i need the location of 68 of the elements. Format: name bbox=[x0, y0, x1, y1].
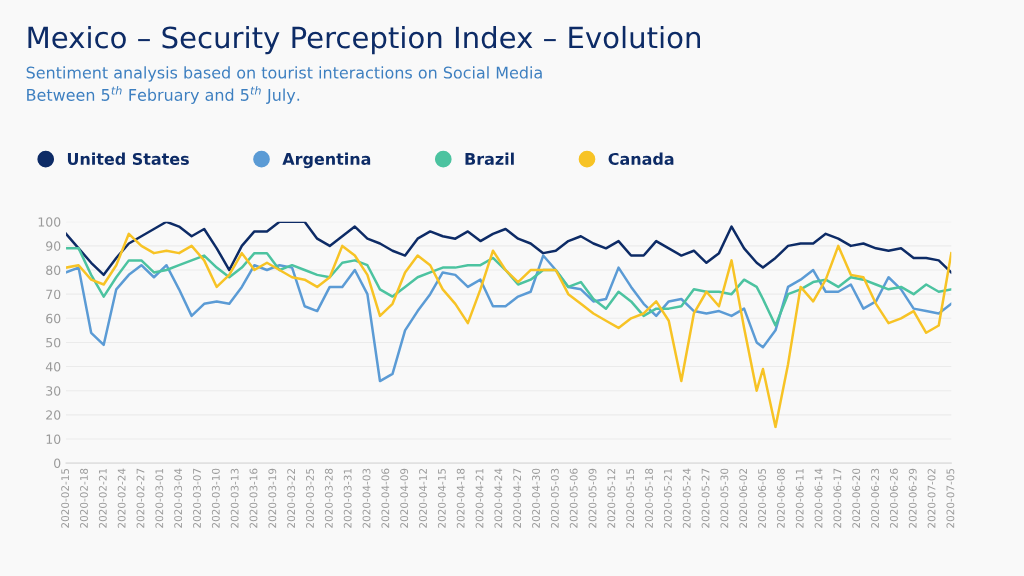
x-tick-label: 2020-03-25 bbox=[306, 468, 314, 528]
x-tick-label: 2020-03-22 bbox=[287, 469, 296, 528]
x-tick-label: 2020-04-18 bbox=[456, 468, 465, 528]
x-tick-label: 2020-06-14 bbox=[814, 468, 823, 528]
x-tick-label: 2020-03-07 bbox=[193, 468, 201, 528]
x-tick-label: 2020-05-03 bbox=[550, 468, 559, 528]
x-tick-label: 2020-05-24 bbox=[682, 468, 691, 528]
x-tick-label: 2020-03-28 bbox=[324, 468, 333, 528]
chart-subtitle: Sentiment analysis based on tourist interactions on Social Media Between 5$^{th}$ February and 5$^{th}$ July. bbox=[26, 66, 542, 105]
y-tick-label: 60 bbox=[46, 313, 61, 324]
x-tick-label: 2020-05-12 bbox=[607, 469, 616, 528]
x-tick-label: 2020-03-10 bbox=[211, 468, 220, 528]
x-tick-label: 2020-06-17 bbox=[833, 468, 842, 528]
y-tick-label: 50 bbox=[46, 337, 61, 348]
x-tick-label: 2020-04-30 bbox=[532, 468, 540, 528]
y-tick-label: 10 bbox=[46, 434, 61, 444]
x-tick-label: 2020-02-18 bbox=[80, 468, 88, 528]
y-tick-label: 80 bbox=[46, 265, 61, 275]
y-tick-label: 100 bbox=[38, 217, 61, 227]
legend-label: United States bbox=[67, 152, 189, 165]
x-tick-label: 2020-06-29 bbox=[908, 468, 917, 528]
x-tick-label: 2020-05-27 bbox=[701, 468, 710, 528]
x-tick-label: 2020-02-27 bbox=[136, 468, 145, 528]
line-series bbox=[66, 221, 952, 277]
x-tick-label: 2020-04-12 bbox=[419, 469, 427, 528]
y-tick-label: 90 bbox=[46, 241, 61, 251]
x-tick-label: 2020-03-13 bbox=[230, 468, 239, 528]
x-tick-label: 2020-02-15 bbox=[61, 468, 70, 528]
x-tick-label: 2020-03-01 bbox=[155, 468, 164, 528]
legend-label: Argentina bbox=[282, 152, 371, 169]
x-tick-label: 2020-05-15 bbox=[626, 468, 635, 528]
legend-label: Brazil bbox=[465, 152, 514, 165]
x-tick-label: 2020-06-02 bbox=[739, 469, 748, 528]
legend-label: Canada bbox=[608, 152, 674, 165]
x-tick-label: 2020-05-06 bbox=[569, 468, 578, 528]
x-tick-label: 2020-04-03 bbox=[362, 468, 371, 528]
x-tick-label: 2020-02-24 bbox=[117, 468, 126, 528]
line-series bbox=[66, 254, 952, 383]
y-tick-label: 0 bbox=[54, 458, 61, 469]
x-tick-label: 2020-04-24 bbox=[494, 468, 503, 528]
x-tick-label: 2020-03-31 bbox=[343, 468, 352, 528]
y-tick-label: 40 bbox=[45, 362, 61, 372]
line-series bbox=[66, 232, 952, 429]
x-tick-label: 2020-05-30 bbox=[720, 468, 729, 528]
x-tick-label: 2020-03-19 bbox=[268, 468, 277, 528]
x-tick-label: 2020-04-21 bbox=[475, 468, 484, 528]
x-tick-label: 2020-06-08 bbox=[776, 468, 785, 528]
chart-title: Mexico – Security Perception Index – Evolution bbox=[28, 25, 700, 55]
x-tick-label: 2020-03-16 bbox=[249, 468, 258, 528]
x-tick-label: 2020-07-05 bbox=[946, 468, 955, 528]
x-tick-label: 2020-05-09 bbox=[588, 468, 597, 528]
y-tick-label: 70 bbox=[46, 289, 61, 300]
x-tick-label: 2020-06-23 bbox=[871, 468, 879, 528]
x-tick-label: 2020-05-21 bbox=[663, 468, 672, 528]
y-tick-label: 20 bbox=[46, 410, 61, 420]
x-tick-label: 2020-02-21 bbox=[98, 468, 107, 528]
x-tick-label: 2020-04-15 bbox=[437, 468, 446, 528]
x-tick-label: 2020-06-26 bbox=[889, 468, 898, 528]
x-tick-label: 2020-05-18 bbox=[645, 468, 653, 528]
x-tick-label: 2020-04-06 bbox=[381, 468, 390, 528]
x-tick-label: 2020-06-05 bbox=[758, 468, 766, 528]
x-tick-label: 2020-04-09 bbox=[400, 468, 409, 528]
x-tick-label: 2020-06-20 bbox=[852, 468, 861, 528]
x-tick-label: 2020-04-27 bbox=[513, 468, 522, 528]
x-tick-label: 2020-06-11 bbox=[795, 468, 804, 528]
x-tick-label: 2020-03-04 bbox=[174, 468, 183, 528]
x-tick-label: 2020-07-02 bbox=[927, 469, 936, 528]
y-tick-label: 30 bbox=[46, 386, 61, 396]
